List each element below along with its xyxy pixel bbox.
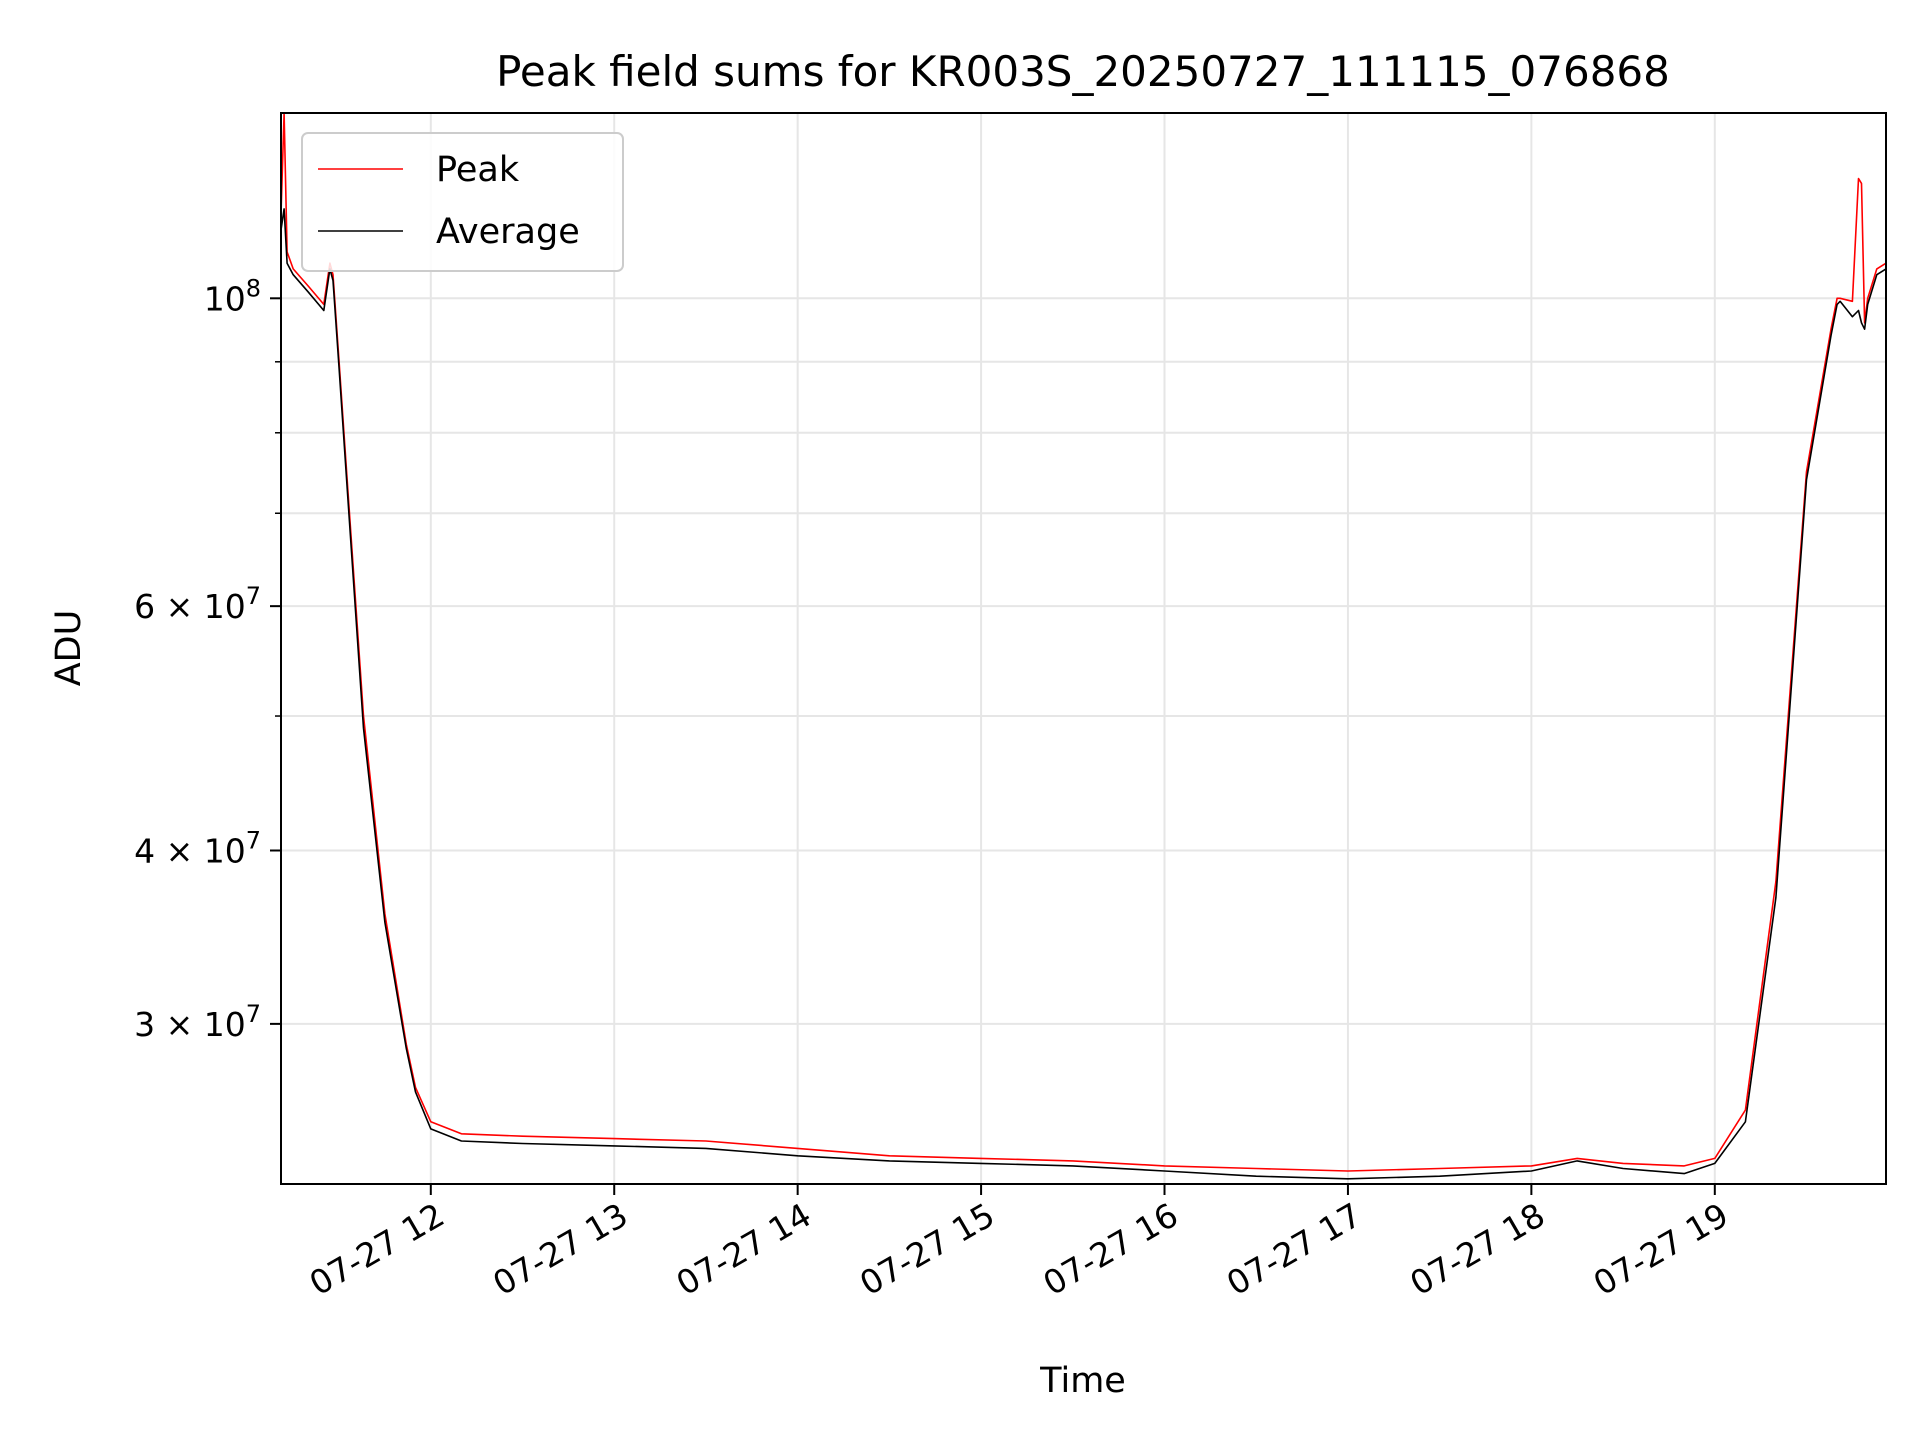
chart-title: Peak field sums for KR003S_20250727_1111… xyxy=(496,47,1670,96)
y-tick-label: 4 × 107 xyxy=(134,827,261,871)
series-layer xyxy=(280,112,1887,1180)
y-tick-label: 6 × 107 xyxy=(134,582,261,626)
legend-label-peak: Peak xyxy=(436,150,520,190)
y-axis-label: ADU xyxy=(49,610,89,687)
series-line-average xyxy=(280,208,1887,1180)
y-tick-label: 3 × 107 xyxy=(134,1000,261,1044)
legend-label-average: Average xyxy=(436,212,580,252)
grid-layer xyxy=(281,113,1886,1184)
y-tick-label: 108 xyxy=(204,274,261,318)
plot-frame xyxy=(280,112,1887,1185)
legend-box xyxy=(301,132,624,272)
x-axis-label: Time xyxy=(1039,1361,1126,1401)
legend: Peak Average xyxy=(301,132,624,272)
